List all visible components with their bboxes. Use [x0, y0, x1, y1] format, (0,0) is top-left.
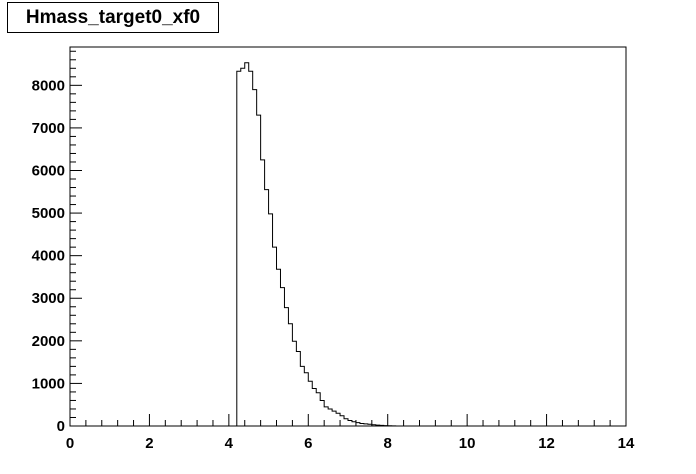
x-tick-label: 0	[66, 435, 74, 452]
x-tick-label: 10	[459, 435, 476, 452]
plot-frame	[69, 46, 627, 427]
y-tick-label: 0	[57, 418, 65, 435]
y-tick-label: 1000	[32, 375, 65, 392]
y-tick-label: 8000	[32, 77, 65, 94]
histogram-outline	[236, 62, 397, 427]
x-tick-label: 2	[145, 435, 153, 452]
axis-ticks	[69, 50, 627, 427]
y-tick-label: 5000	[32, 205, 65, 222]
x-tick-label: 4	[225, 435, 234, 452]
y-tick-label: 7000	[32, 120, 65, 137]
histogram-title: Hmass_target0_xf0	[25, 6, 201, 28]
y-tick-label: 6000	[32, 162, 65, 179]
y-tick-label: 2000	[32, 333, 65, 350]
x-tick-label: 14	[618, 435, 635, 452]
x-tick-label: 6	[304, 435, 312, 452]
x-tick-label: 12	[538, 435, 555, 452]
histogram-title-box: Hmass_target0_xf0	[7, 2, 219, 33]
y-tick-label: 4000	[32, 248, 65, 265]
x-tick-label: 8	[384, 435, 392, 452]
y-tick-label: 3000	[32, 290, 65, 307]
axis-tick-labels: 0 2 4 6 8 10 12 14 0 1000 2000 3000 4000 5000 6000 7000…	[32, 77, 635, 452]
